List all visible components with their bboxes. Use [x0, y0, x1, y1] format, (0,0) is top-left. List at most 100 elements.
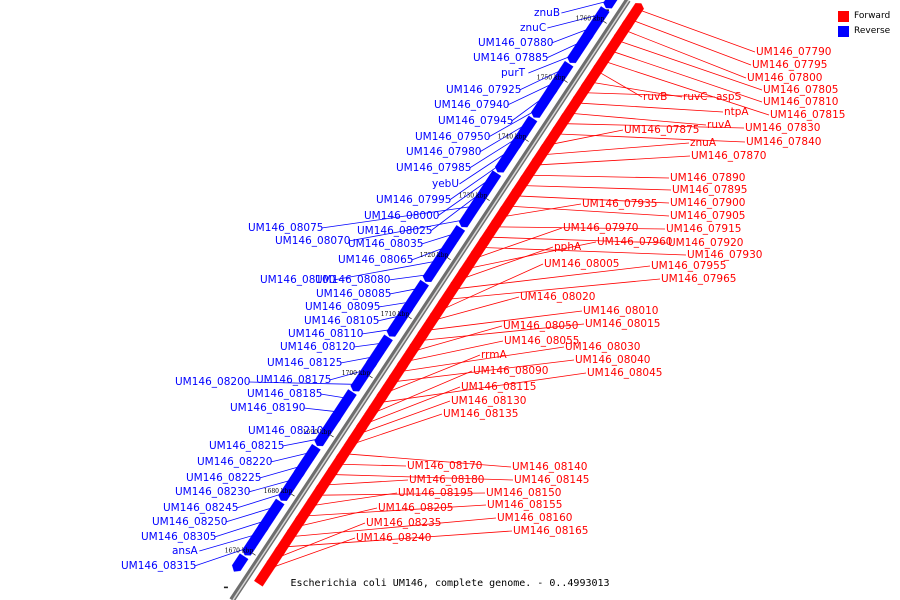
forward-gene-leader	[558, 133, 746, 143]
forward-gene-leader	[312, 492, 398, 506]
reverse-gene-label: UM146_07925	[446, 84, 521, 96]
reverse-gene-leader	[519, 69, 563, 91]
forward-gene-leader	[319, 492, 486, 496]
forward-gene-arrow	[254, 568, 271, 587]
reverse-gene-label: UM146_08175	[256, 374, 331, 386]
reverse-gene-label: UM146_07980	[406, 146, 481, 158]
reverse-gene-leader	[361, 329, 391, 335]
reverse-gene-leader	[528, 55, 572, 74]
reverse-gene-arrow	[458, 213, 474, 228]
reverse-gene-label: UM146_08250	[152, 516, 227, 528]
forward-gene-label: UM146_08195	[398, 487, 473, 499]
reverse-gene-leader	[547, 14, 599, 29]
reverse-gene-arrow	[242, 541, 257, 556]
forward-gene-label: UM146_07965	[661, 273, 736, 285]
forward-gene-label: UM146_08180	[409, 474, 484, 486]
forward-gene-leader	[626, 30, 747, 79]
forward-gene-leader	[585, 92, 716, 98]
reverse-gene-arrow	[603, 0, 618, 9]
scale-tick-label: 1720 kbp	[420, 252, 449, 259]
reverse-gene-label: UM146_08085	[316, 288, 391, 300]
forward-gene-leader	[632, 20, 752, 66]
forward-gene-label: UM146_08040	[575, 354, 650, 366]
reverse-gene-label: UM146_08065	[338, 254, 413, 266]
forward-gene-label: UM146_08015	[585, 318, 660, 330]
forward-gene-label: UM146_07815	[770, 109, 845, 121]
scale-tick-label: 1670 kbp	[225, 547, 254, 554]
reverse-gene-label: UM146_08035	[348, 238, 423, 250]
reverse-gene-leader	[459, 151, 509, 185]
forward-gene-leader	[292, 517, 497, 537]
forward-gene-label: UM146_08140	[512, 461, 587, 473]
forward-gene-label: UM146_07905	[670, 210, 745, 222]
map-caption: Escherichia coli UM146, complete genome.…	[290, 578, 610, 589]
forward-gene-leader	[605, 61, 770, 116]
reverse-gene-leader	[259, 466, 301, 479]
reverse-gene-label: UM146_08315	[121, 560, 196, 572]
forward-gene-label: UM146_07930	[687, 249, 762, 261]
forward-gene-leader	[271, 537, 356, 568]
reverse-gene-label: UM146_08210	[248, 425, 323, 437]
forward-gene-label: UM146_08240	[356, 532, 431, 544]
forward-gene-label: aspS	[716, 91, 742, 103]
scale-tick-label: 1690 kbp	[303, 429, 332, 436]
forward-gene-leader	[455, 265, 651, 290]
forward-gene-label: UM146_07960	[597, 236, 672, 248]
forward-gene-leader	[592, 82, 683, 98]
reverse-gene-leader	[333, 260, 436, 281]
forward-gene-label: UM146_07900	[670, 197, 745, 209]
forward-gene-label: UM146_08090	[473, 365, 548, 377]
forward-gene-leader	[367, 386, 461, 424]
forward-gene-label: UM146_08005	[544, 258, 619, 270]
reverse-gene-leader	[348, 219, 463, 242]
reverse-gene-label: UM146_07995	[376, 194, 451, 206]
reverse-gene-leader	[488, 110, 536, 138]
forward-gene-leader	[496, 226, 666, 230]
reverse-gene-label: UM146_08080	[315, 274, 390, 286]
forward-gene-label: UM146_08170	[407, 460, 482, 472]
reverse-gene-label: UM146_08245	[163, 502, 238, 514]
forward-gene-leader	[326, 479, 409, 486]
forward-gene-label: UM146_07955	[651, 260, 726, 272]
forward-gene-label: ntpA	[724, 106, 749, 118]
scale-tick	[252, 552, 256, 556]
reverse-gene-label: UM146_07885	[473, 52, 548, 64]
reverse-gene-label: ansA	[172, 545, 199, 557]
forward-gene-leader	[483, 247, 687, 256]
forward-gene-label: ruvA	[707, 119, 732, 131]
forward-gene-label: ruvB	[643, 91, 667, 103]
reverse-gene-leader	[270, 452, 310, 463]
reverse-gene-arrow	[422, 267, 437, 282]
reverse-gene-arrow	[494, 158, 510, 173]
reverse-gene-leader	[551, 28, 590, 44]
reverse-gene-label: UM146_08075	[248, 222, 323, 234]
forward-gene-leader	[346, 453, 512, 468]
reverse-gene-arrow	[350, 377, 365, 392]
genome-backbone-highlight	[232, 0, 630, 600]
reverse-gene-leader	[320, 393, 346, 399]
scale-tick-label: 1740 kbp	[498, 134, 527, 141]
reverse-gene-label: UM146_08070	[275, 235, 350, 247]
forward-gene-leader	[537, 155, 691, 166]
scale-tick-label: 1750 kbp	[537, 74, 566, 81]
legend-forward-label: Forward	[854, 11, 891, 21]
scale-tick-label: 1760 kbp	[576, 15, 605, 22]
forward-gene-label: UM146_08055	[504, 335, 579, 347]
reverse-gene-leader	[389, 288, 418, 295]
forward-gene-leader	[564, 123, 745, 129]
forward-gene-label: UM146_08160	[497, 512, 572, 524]
forward-gene-label: UM146_08020	[520, 291, 595, 303]
forward-gene-label: UM146_08115	[461, 381, 536, 393]
reverse-gene-label: UM146_08190	[230, 402, 305, 414]
forward-gene-leader	[394, 359, 575, 383]
reverse-gene-label: UM146_08215	[209, 440, 284, 452]
scale-tick	[330, 434, 334, 438]
reverse-gene-label: UM146_08220	[197, 456, 272, 468]
forward-gene-label: UM146_07790	[756, 46, 831, 58]
scale-tick-label: 1680 kbp	[264, 488, 293, 495]
reverse-gene-leader	[303, 407, 337, 413]
forward-gene-leader	[387, 354, 481, 393]
reverse-gene-leader	[329, 370, 364, 381]
reverse-gene-label: UM146_08125	[267, 357, 342, 369]
